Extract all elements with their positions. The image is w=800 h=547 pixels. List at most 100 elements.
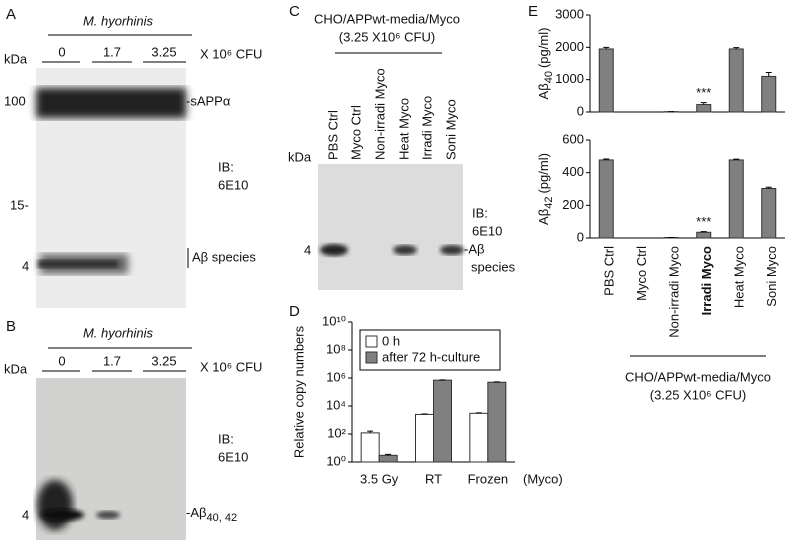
ib: IB: bbox=[472, 205, 488, 220]
y-label-sub: 42 bbox=[543, 197, 555, 209]
x-tick-label: Irradi Myco bbox=[699, 246, 714, 315]
band bbox=[38, 260, 118, 268]
legend-label: after 72 h-culture bbox=[382, 349, 480, 364]
error-bar bbox=[603, 158, 610, 160]
y-tick-label: 2000 bbox=[555, 39, 584, 54]
error-bar bbox=[385, 453, 392, 456]
header: M. hyorhinis bbox=[83, 13, 154, 28]
y-label: Relative copy numbers bbox=[291, 325, 306, 458]
x-tick-label: Frozen bbox=[468, 471, 508, 486]
kda: kDa bbox=[4, 51, 28, 66]
panel-c: C CHO/APPwt-media/Myco (3.25 X10⁶ CFU) k… bbox=[288, 3, 516, 290]
panel-label: A bbox=[6, 6, 16, 23]
legend-swatch bbox=[365, 335, 378, 348]
footer: CHO/APPwt-media/Myco bbox=[625, 369, 771, 384]
y-tick-label: 3000 bbox=[555, 6, 584, 21]
y-tick-label: 0 bbox=[577, 103, 584, 118]
kda: kDa bbox=[4, 361, 28, 376]
band-label: -Aβ bbox=[464, 241, 484, 256]
band-label: Aβ species bbox=[192, 249, 256, 264]
header: M. hyorhinis bbox=[83, 325, 154, 340]
ib: IB: bbox=[218, 431, 234, 446]
bar bbox=[415, 413, 434, 463]
bar bbox=[487, 381, 507, 463]
y-tick-label: 10⁴ bbox=[326, 397, 346, 412]
legend-label: 0 h bbox=[382, 333, 400, 348]
ib: 6E10 bbox=[218, 449, 248, 464]
error-bar bbox=[700, 231, 707, 233]
bar bbox=[761, 75, 777, 113]
band bbox=[320, 244, 348, 256]
y-tick-label: 200 bbox=[562, 197, 584, 212]
x-tick-label: Non-irradi Myco bbox=[667, 246, 682, 338]
y-label-text: Aβ bbox=[536, 209, 551, 225]
lane-label: PBS Ctrl bbox=[325, 110, 340, 160]
x-tick-label: Heat Myco bbox=[732, 246, 747, 308]
annotation: *** bbox=[696, 85, 711, 100]
x-tick-label: RT bbox=[425, 471, 442, 486]
annotation: *** bbox=[696, 214, 711, 229]
lane-label: 1.7 bbox=[103, 44, 121, 59]
kda: kDa bbox=[288, 149, 312, 164]
error-bar bbox=[733, 47, 740, 49]
error-bar bbox=[733, 158, 740, 160]
x-tick-label: PBS Ctrl bbox=[602, 246, 617, 296]
y-tick-label: 1000 bbox=[555, 71, 584, 86]
error-bar bbox=[700, 102, 707, 105]
x-tick-label: 3.5 Gy bbox=[360, 471, 399, 486]
title: CHO/APPwt-media/Myco bbox=[314, 11, 460, 26]
y-label-sub: 40 bbox=[543, 71, 555, 83]
lane-label: 3.25 bbox=[151, 353, 176, 368]
band-label: species bbox=[471, 259, 516, 274]
lane-label: 0 bbox=[58, 353, 65, 368]
band-label: -sAPPα bbox=[186, 93, 231, 108]
marker: 4 bbox=[22, 507, 29, 522]
legend-swatch bbox=[365, 351, 378, 364]
error-bar bbox=[765, 186, 772, 189]
y-tick-label: 10⁰ bbox=[326, 453, 346, 468]
band bbox=[37, 480, 73, 530]
bar bbox=[728, 159, 744, 239]
marker: 4 bbox=[22, 258, 29, 273]
y-tick-label: 10¹⁰ bbox=[322, 313, 346, 328]
error-bar bbox=[367, 430, 374, 433]
bar bbox=[728, 48, 744, 113]
panel-a: A M. hyorhinis 0 1.7 3.25 X 10⁶ CFU kDa … bbox=[4, 6, 262, 308]
panel-label: C bbox=[289, 3, 300, 20]
legend-box bbox=[359, 329, 501, 371]
footer: (3.25 X10⁶ CFU) bbox=[650, 387, 746, 402]
band-label: -Aβ40, 42 bbox=[186, 505, 237, 523]
y-label-unit: (pg/ml) bbox=[536, 153, 551, 193]
lane-label: 3.25 bbox=[151, 44, 176, 59]
bar bbox=[469, 412, 489, 463]
lane-label: Heat Myco bbox=[396, 98, 411, 160]
unit: X 10⁶ CFU bbox=[200, 359, 262, 374]
bar bbox=[696, 104, 712, 113]
y-tick-label: 10⁸ bbox=[326, 341, 346, 356]
band bbox=[96, 511, 120, 519]
marker: 100 bbox=[4, 93, 26, 108]
panel-label: E bbox=[528, 3, 538, 20]
band-sub: 40, 42 bbox=[206, 512, 237, 524]
y-label: Aβ42 (pg/ml) bbox=[536, 153, 554, 225]
y-tick-label: 10⁶ bbox=[326, 369, 346, 384]
error-bar bbox=[603, 46, 610, 49]
marker: 15- bbox=[10, 197, 29, 212]
band bbox=[440, 245, 464, 255]
lane-label: Non-irradi Myco bbox=[372, 68, 387, 160]
bar bbox=[598, 48, 614, 113]
y-tick-label: 600 bbox=[562, 131, 584, 146]
note: (Myco) bbox=[523, 471, 563, 486]
y-label-text: Aβ bbox=[536, 83, 551, 99]
y-label-unit: (pg/ml) bbox=[536, 28, 551, 68]
error-bar bbox=[765, 72, 772, 77]
band-text: -Aβ bbox=[186, 505, 206, 520]
bar bbox=[360, 432, 380, 463]
ib: 6E10 bbox=[472, 223, 502, 238]
bar bbox=[598, 159, 614, 239]
lane-label: 1.7 bbox=[103, 353, 121, 368]
band bbox=[393, 245, 417, 255]
title: (3.25 X10⁶ CFU) bbox=[339, 29, 435, 44]
y-tick-label: 10² bbox=[327, 425, 346, 440]
